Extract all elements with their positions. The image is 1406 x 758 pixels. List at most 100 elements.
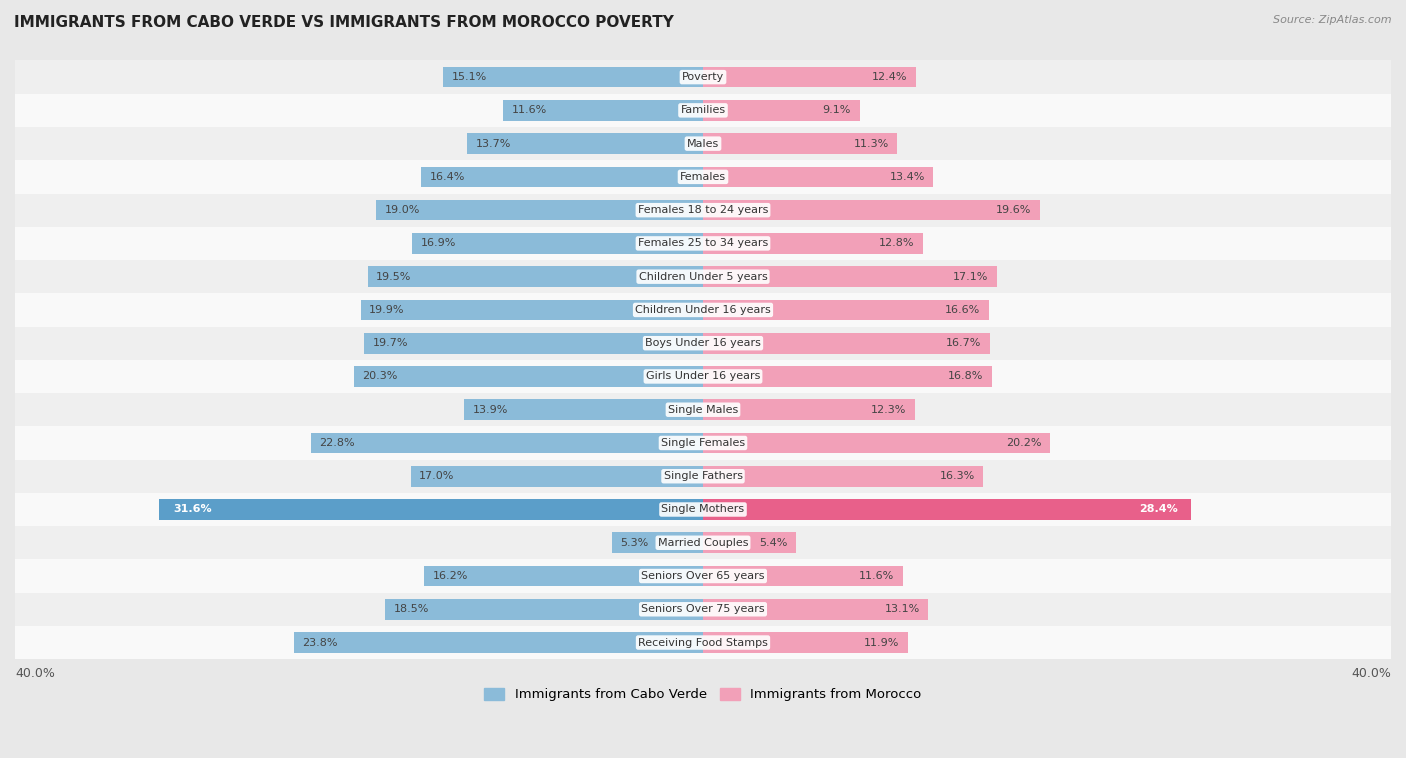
Text: IMMIGRANTS FROM CABO VERDE VS IMMIGRANTS FROM MOROCCO POVERTY: IMMIGRANTS FROM CABO VERDE VS IMMIGRANTS…: [14, 15, 673, 30]
Bar: [15, 61, 1391, 94]
Bar: [703, 333, 990, 353]
Text: 11.6%: 11.6%: [859, 571, 894, 581]
Bar: [411, 466, 703, 487]
Bar: [15, 526, 1391, 559]
Text: Single Females: Single Females: [661, 438, 745, 448]
Text: 20.3%: 20.3%: [363, 371, 398, 381]
Bar: [159, 500, 703, 520]
Text: Families: Families: [681, 105, 725, 115]
Text: 5.3%: 5.3%: [620, 537, 648, 548]
Legend: Immigrants from Cabo Verde, Immigrants from Morocco: Immigrants from Cabo Verde, Immigrants f…: [479, 682, 927, 706]
Text: 17.1%: 17.1%: [953, 271, 988, 282]
Bar: [15, 526, 1391, 559]
Bar: [385, 599, 703, 619]
Text: 11.9%: 11.9%: [863, 637, 898, 647]
Bar: [15, 360, 1391, 393]
Bar: [612, 532, 703, 553]
Text: 31.6%: 31.6%: [173, 505, 212, 515]
Bar: [15, 626, 1391, 659]
Text: 19.5%: 19.5%: [377, 271, 412, 282]
Text: Single Mothers: Single Mothers: [661, 505, 745, 515]
Text: 11.3%: 11.3%: [853, 139, 889, 149]
Bar: [377, 200, 703, 221]
Bar: [15, 193, 1391, 227]
Bar: [703, 200, 1040, 221]
Text: Receiving Food Stamps: Receiving Food Stamps: [638, 637, 768, 647]
Bar: [15, 493, 1391, 526]
Text: 16.3%: 16.3%: [939, 471, 974, 481]
Text: 16.7%: 16.7%: [946, 338, 981, 348]
Text: 17.0%: 17.0%: [419, 471, 454, 481]
Bar: [15, 393, 1391, 426]
Bar: [15, 127, 1391, 160]
Bar: [703, 133, 897, 154]
Bar: [503, 100, 703, 121]
Text: Females 18 to 24 years: Females 18 to 24 years: [638, 205, 768, 215]
Text: 28.4%: 28.4%: [1139, 505, 1178, 515]
Text: Seniors Over 65 years: Seniors Over 65 years: [641, 571, 765, 581]
Bar: [15, 127, 1391, 160]
Bar: [703, 100, 859, 121]
Bar: [364, 333, 703, 353]
Bar: [15, 260, 1391, 293]
Bar: [15, 227, 1391, 260]
Bar: [15, 327, 1391, 360]
Bar: [354, 366, 703, 387]
Text: 18.5%: 18.5%: [394, 604, 429, 614]
Bar: [15, 459, 1391, 493]
Bar: [15, 559, 1391, 593]
Bar: [15, 293, 1391, 327]
Bar: [443, 67, 703, 87]
Text: 12.4%: 12.4%: [872, 72, 908, 82]
Text: Females 25 to 34 years: Females 25 to 34 years: [638, 239, 768, 249]
Text: 13.9%: 13.9%: [472, 405, 508, 415]
Text: 19.9%: 19.9%: [370, 305, 405, 315]
Bar: [15, 260, 1391, 293]
Bar: [15, 426, 1391, 459]
Text: Boys Under 16 years: Boys Under 16 years: [645, 338, 761, 348]
Text: Girls Under 16 years: Girls Under 16 years: [645, 371, 761, 381]
Text: Children Under 16 years: Children Under 16 years: [636, 305, 770, 315]
Bar: [464, 399, 703, 420]
Bar: [15, 160, 1391, 193]
Text: Seniors Over 75 years: Seniors Over 75 years: [641, 604, 765, 614]
Bar: [703, 466, 983, 487]
Text: 12.3%: 12.3%: [870, 405, 905, 415]
Bar: [15, 327, 1391, 360]
Text: 23.8%: 23.8%: [302, 637, 337, 647]
Text: 16.6%: 16.6%: [945, 305, 980, 315]
Bar: [15, 160, 1391, 193]
Bar: [15, 193, 1391, 227]
Text: 19.0%: 19.0%: [385, 205, 420, 215]
Bar: [15, 227, 1391, 260]
Text: Females: Females: [681, 172, 725, 182]
Text: 13.4%: 13.4%: [890, 172, 925, 182]
Bar: [703, 167, 934, 187]
Bar: [15, 559, 1391, 593]
Bar: [15, 393, 1391, 426]
Text: Children Under 5 years: Children Under 5 years: [638, 271, 768, 282]
Bar: [15, 360, 1391, 393]
Bar: [15, 593, 1391, 626]
Bar: [703, 532, 796, 553]
Text: 19.7%: 19.7%: [373, 338, 408, 348]
Bar: [15, 293, 1391, 327]
Text: Poverty: Poverty: [682, 72, 724, 82]
Bar: [420, 167, 703, 187]
Text: 15.1%: 15.1%: [451, 72, 486, 82]
Bar: [412, 233, 703, 254]
Bar: [703, 366, 993, 387]
Bar: [703, 500, 1191, 520]
Bar: [425, 565, 703, 587]
Bar: [703, 632, 908, 653]
Text: 19.6%: 19.6%: [995, 205, 1032, 215]
Text: Single Fathers: Single Fathers: [664, 471, 742, 481]
Bar: [703, 433, 1050, 453]
Bar: [15, 94, 1391, 127]
Bar: [367, 266, 703, 287]
Bar: [703, 266, 997, 287]
Bar: [15, 626, 1391, 659]
Bar: [311, 433, 703, 453]
Bar: [15, 493, 1391, 526]
Text: Single Males: Single Males: [668, 405, 738, 415]
